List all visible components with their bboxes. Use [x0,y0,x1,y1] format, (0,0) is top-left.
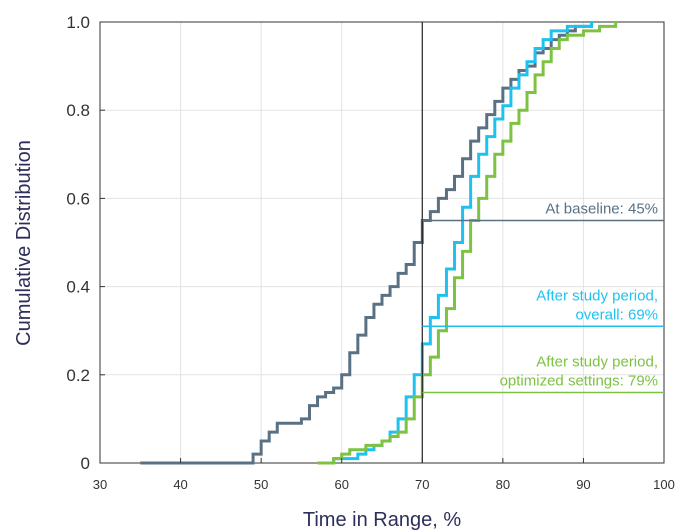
series-layer [140,22,618,465]
y-axis-title: Cumulative Distribution [13,140,35,346]
y-tick-label: 0.4 [66,278,90,297]
x-tick-labels: 30 40 50 60 70 80 90 100 [93,458,675,492]
x-tick-label: 60 [334,477,348,492]
series-line-2 [317,22,593,465]
y-tick-label: 0 [81,454,90,473]
annotation-label-3: After study period, [536,353,658,370]
grid-lines [100,22,664,463]
y-tick-label: 0.6 [66,189,90,208]
series-line-1 [140,22,593,465]
x-tick-label: 40 [173,477,187,492]
y-tick-label: 0.8 [66,101,90,120]
series-line-3 [317,22,618,465]
x-axis-title: Time in Range, % [303,509,461,531]
y-tick-labels: 0 0.2 0.4 0.6 0.8 1.0 [66,13,105,473]
x-tick-label: 30 [93,477,107,492]
x-tick-label: 100 [653,477,675,492]
x-tick-label: 50 [254,477,268,492]
annotation-label-2: overall: 69% [575,306,658,323]
annotation-label-2: After study period, [536,287,658,304]
annotation-label-3: optimized settings: 79% [500,372,658,389]
y-tick-label: 1.0 [66,13,90,32]
annotation-layer: At baseline: 45% After study period, overa… [422,200,664,394]
x-tick-label: 90 [576,477,590,492]
annotation-label-1: At baseline: 45% [545,200,658,217]
plot-area-frame [99,21,665,464]
x-tick-label: 70 [415,477,429,492]
x-tick-label: 80 [496,477,510,492]
y-tick-label: 0.2 [66,366,90,385]
